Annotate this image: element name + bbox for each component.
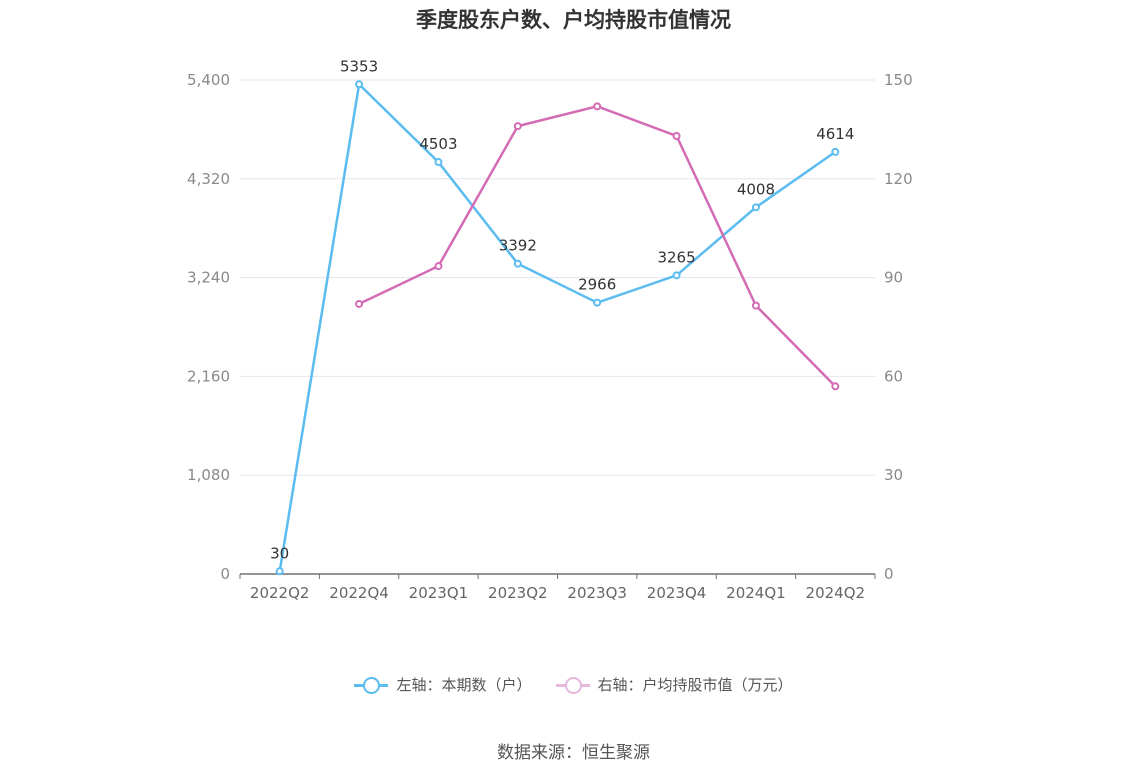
data-point [751,301,760,310]
left-axis-tick-label: 2,160 [187,367,230,385]
right-axis-tick-label: 120 [884,170,913,188]
right-axis-tick-label: 60 [884,367,903,385]
data-point [355,299,364,308]
x-axis-tick-label: 2023Q3 [567,584,627,602]
data-point [831,147,840,156]
data-point [831,382,840,391]
data-label: 3392 [499,237,537,255]
legend-item-right-series[interactable]: 右轴：户均持股市值（万元） [555,674,793,695]
data-label: 30 [270,544,289,562]
data-point [434,262,443,271]
data-point [672,131,681,140]
chart-title: 季度股东户数、户均持股市值情况 [416,8,731,32]
right-axis-tick-label: 90 [884,269,903,287]
x-axis-tick-label: 2022Q4 [329,584,389,602]
left-axis-tick-label: 0 [220,565,230,583]
x-axis-tick-label: 2023Q1 [409,584,469,602]
data-point [434,158,443,167]
x-axis-tick-label: 2024Q1 [726,584,786,602]
data-point [593,102,602,111]
data-label: 2966 [578,276,616,294]
legend-label-right: 右轴：户均持股市值（万元） [597,676,793,694]
x-axis-tick-label: 2023Q4 [647,584,707,602]
data-point [513,122,522,131]
legend-item-left-series[interactable]: 左轴：本期数（户） [354,674,532,695]
chart-legend: 左轴：本期数（户） 右轴：户均持股市值（万元） [0,674,1147,695]
x-axis-tick-label: 2024Q2 [806,584,866,602]
data-label: 5353 [340,57,378,75]
x-axis-tick-label: 2023Q2 [488,584,548,602]
legend-marker-right-icon [555,676,590,694]
data-point [513,259,522,268]
data-label: 4614 [816,125,854,143]
data-point [355,80,364,89]
right-axis-tick-label: 150 [884,71,913,89]
left-axis-tick-label: 3,240 [187,269,230,287]
left-axis-tick-label: 1,080 [187,466,230,484]
right-axis-tick-label: 30 [884,466,903,484]
data-label: 3265 [657,248,695,266]
right-axis-tick-label: 0 [884,565,894,583]
series-line-1 [278,81,837,572]
data-point [751,203,760,212]
data-point [593,298,602,307]
data-point [672,271,681,280]
data-source: 数据来源：恒生聚源 [497,743,650,763]
line-chart: 0 0 1,080 30 2,160 60 3,240 90 4,320 120 5,400 150 2… [187,57,913,602]
left-axis-tick-label: 4,320 [187,170,230,188]
data-point [275,567,284,576]
data-label: 4503 [419,135,457,153]
left-axis-tick-label: 5,400 [187,71,230,89]
x-axis-tick-label: 2022Q2 [250,584,310,602]
legend-label-left: 左轴：本期数（户） [396,676,532,694]
data-label: 4008 [737,180,775,198]
legend-marker-left-icon [354,676,389,694]
